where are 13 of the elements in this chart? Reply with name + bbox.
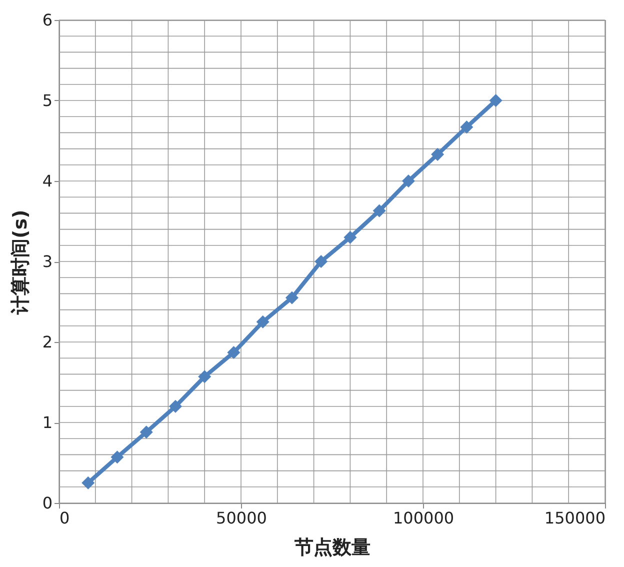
y-tick-label: 3 <box>42 252 52 271</box>
x-tick-label: 50000 <box>216 508 267 528</box>
y-tick-label: 0 <box>42 494 52 512</box>
y-tick-label: 1 <box>42 413 52 432</box>
x-tick-label: 150000 <box>544 508 606 528</box>
y-tick-label: 5 <box>42 91 52 110</box>
x-tick-label: 0 <box>60 508 70 528</box>
x-tick-label: 100000 <box>392 508 454 528</box>
y-axis-title: 计算时间(s) <box>9 210 32 316</box>
x-axis-title: 节点数量 <box>294 536 370 558</box>
y-tick-label: 2 <box>42 332 52 352</box>
y-tick-label: 4 <box>42 172 52 190</box>
y-tick-label: 6 <box>42 10 52 30</box>
